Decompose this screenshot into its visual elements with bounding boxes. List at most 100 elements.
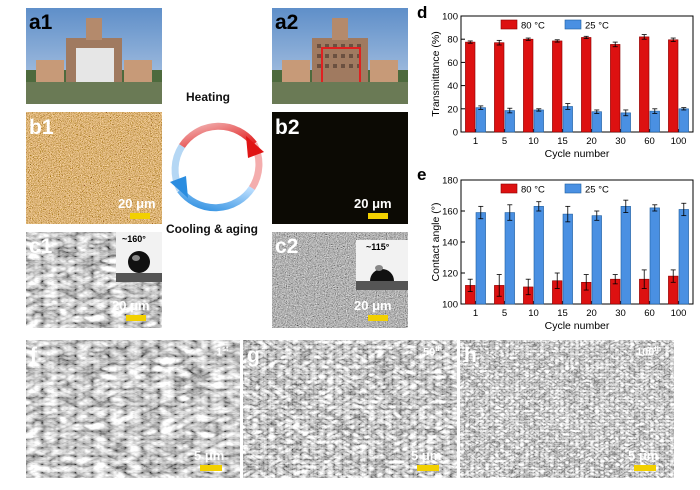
x-axis-label: Cycle number bbox=[545, 148, 610, 160]
scale-bar-g: 5 μm bbox=[411, 448, 455, 474]
x-tick-label: 20 bbox=[586, 308, 597, 319]
cycle-arrows bbox=[170, 122, 264, 212]
y-axis-label: Contact angle (°) bbox=[430, 203, 442, 282]
contact-angle-c1: ~160° bbox=[122, 234, 146, 244]
bar-cold bbox=[591, 111, 602, 133]
panel-label-a2: a2 bbox=[275, 11, 299, 34]
bar-cold bbox=[504, 212, 515, 305]
scale-bar-b1-line bbox=[130, 213, 150, 219]
cooling-aging-label: Cooling & aging bbox=[166, 222, 258, 236]
legend-label-cold: 25 °C bbox=[585, 21, 609, 32]
bar-cold bbox=[504, 110, 515, 133]
bar-cold bbox=[591, 215, 602, 305]
legend-label-hot: 80 °C bbox=[521, 185, 545, 196]
micrograph-b2: b2 20 μm bbox=[272, 112, 408, 224]
bar-hot bbox=[639, 36, 650, 133]
x-tick-label: 60 bbox=[644, 308, 655, 319]
x-tick-label: 1 bbox=[473, 308, 478, 319]
droplet-c2-icon bbox=[356, 265, 408, 290]
bar-hot bbox=[465, 41, 476, 133]
bar-hot bbox=[494, 42, 505, 133]
contact-angle-c2: ~115° bbox=[366, 242, 390, 252]
panel-label-f: f bbox=[30, 344, 37, 367]
sem-c2: c2 ~115° 20 μm bbox=[272, 232, 408, 328]
panel-label-g: g bbox=[247, 344, 260, 367]
legend-swatch-hot bbox=[500, 183, 518, 194]
bar-cold bbox=[533, 109, 544, 133]
x-tick-label: 100 bbox=[671, 136, 687, 147]
scale-bar-c1-text: 20 μm bbox=[112, 298, 150, 313]
cycle-marker-f: 1st bbox=[216, 346, 229, 359]
panel-label-h: h bbox=[464, 344, 477, 367]
sem-c1: c1 ~160° 20 μm bbox=[26, 232, 162, 328]
heating-arrow bbox=[179, 122, 257, 149]
bar-cold bbox=[678, 209, 689, 305]
bar-cold bbox=[533, 206, 544, 305]
x-tick-label: 30 bbox=[615, 308, 626, 319]
cooling-arrow bbox=[177, 185, 255, 212]
y-tick-label: 160 bbox=[442, 207, 458, 218]
micrograph-b1: b1 20 μm bbox=[26, 112, 162, 224]
y-axis-label: Transmittance (%) bbox=[430, 31, 442, 116]
panel-label-e: e bbox=[417, 165, 426, 184]
bar-cold bbox=[678, 108, 689, 133]
sem-h: h 100th 5 μm bbox=[460, 340, 674, 478]
legend-label-cold: 25 °C bbox=[585, 185, 609, 196]
scale-bar-b1-text: 20 μm bbox=[118, 196, 156, 211]
x-tick-label: 5 bbox=[502, 308, 507, 319]
bar-cold bbox=[475, 212, 486, 305]
x-tick-label: 100 bbox=[671, 308, 687, 319]
x-tick-label: 10 bbox=[528, 308, 539, 319]
x-axis-label: Cycle number bbox=[545, 320, 610, 332]
droplet-inset-c2: ~115° bbox=[356, 240, 408, 290]
y-tick-label: 0 bbox=[453, 128, 458, 139]
panel-label-a1: a1 bbox=[29, 11, 53, 34]
bar-hot bbox=[610, 44, 621, 133]
photo-a2: a2 bbox=[272, 8, 408, 104]
y-tick-label: 60 bbox=[447, 58, 458, 69]
x-tick-label: 1 bbox=[473, 136, 478, 147]
y-tick-label: 140 bbox=[442, 238, 458, 249]
scale-bar-f-text: 5 μm bbox=[194, 448, 225, 463]
scale-bar-b1: 20 μm bbox=[118, 196, 162, 222]
bar-cold bbox=[562, 213, 573, 305]
bar-hot bbox=[581, 37, 592, 133]
bar-hot bbox=[523, 38, 534, 133]
y-tick-label: 40 bbox=[447, 81, 458, 92]
scale-bar-g-line bbox=[417, 465, 439, 471]
photo-a1: a1 bbox=[26, 8, 162, 104]
y-tick-label: 180 bbox=[442, 176, 458, 187]
panel-label-c1: c1 bbox=[29, 235, 53, 258]
scale-bar-h-line bbox=[634, 465, 656, 471]
scale-bar-h: 5 μm bbox=[628, 448, 672, 474]
sem-f-image bbox=[26, 340, 240, 478]
scale-bar-h-text: 5 μm bbox=[628, 448, 659, 463]
bar-cold bbox=[649, 207, 660, 305]
heating-label: Heating bbox=[186, 90, 231, 104]
bar-cold bbox=[649, 110, 660, 133]
panel-label-b1: b1 bbox=[29, 116, 54, 139]
bar-cold bbox=[620, 206, 631, 305]
sem-f: f 1st 5 μm bbox=[26, 340, 240, 478]
scale-bar-b2-text: 20 μm bbox=[354, 196, 392, 211]
sem-g: g 50th 5 μm bbox=[243, 340, 457, 478]
y-tick-label: 120 bbox=[442, 269, 458, 280]
scale-bar-f-line bbox=[200, 465, 222, 471]
building-photo-a1-image bbox=[26, 8, 162, 104]
bar-hot bbox=[552, 40, 563, 133]
cycle-marker-h: 100th bbox=[636, 346, 661, 359]
heating-arrowhead bbox=[246, 136, 264, 158]
scale-bar-c2-text: 20 μm bbox=[354, 298, 392, 313]
panel-label-c2: c2 bbox=[275, 235, 299, 258]
x-tick-label: 60 bbox=[644, 136, 655, 147]
x-tick-label: 10 bbox=[528, 136, 539, 147]
scale-bar-c1-line bbox=[126, 315, 146, 321]
scale-bar-c2: 20 μm bbox=[354, 298, 408, 324]
x-tick-label: 30 bbox=[615, 136, 626, 147]
legend-label-hot: 80 °C bbox=[521, 21, 545, 32]
scale-bar-f: 5 μm bbox=[194, 448, 238, 474]
micrograph-b1-image bbox=[26, 112, 162, 224]
panel-label-d: d bbox=[417, 3, 427, 22]
scale-bar-b2-line bbox=[368, 213, 388, 219]
cooling-arrowhead bbox=[170, 176, 188, 198]
